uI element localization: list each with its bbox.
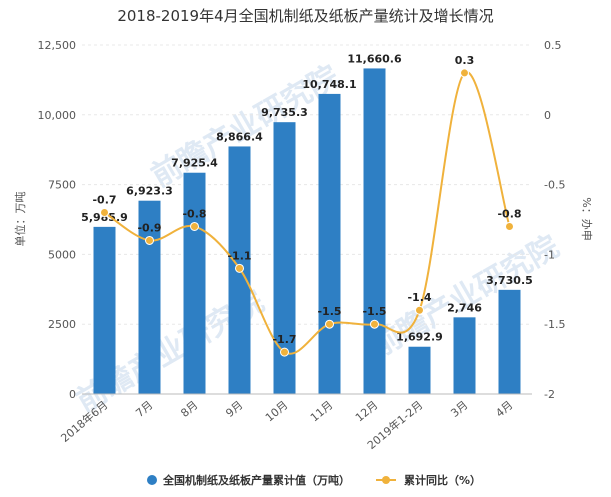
line-point[interactable] xyxy=(100,208,109,218)
line-point[interactable] xyxy=(415,305,424,315)
legend-bar-label: 全国机制纸及纸板产量累计值（万吨） xyxy=(162,473,350,487)
y-right-tick-label: -2 xyxy=(544,388,555,401)
x-tick-label: 10月 xyxy=(263,398,291,424)
line-point[interactable] xyxy=(370,319,379,329)
line-point[interactable] xyxy=(235,263,244,273)
y-left-tick-label: 12,500 xyxy=(38,39,77,52)
bar[interactable] xyxy=(408,346,431,394)
line-series: -0.7 -0.9 -0.8 -1.1 -1.7 -1.5 -1.5 -1.4 0.3 -0.8 xyxy=(92,54,522,357)
bar-value-label: 6,923.3 xyxy=(126,185,173,198)
bar[interactable] xyxy=(363,68,386,395)
line-value-label: 0.3 xyxy=(455,54,475,67)
x-tick-label: 12月 xyxy=(353,398,381,424)
line-point[interactable] xyxy=(280,347,289,357)
bar-value-label: 1,692.9 xyxy=(396,331,443,344)
bar-value-label: 7,925.4 xyxy=(171,157,218,170)
x-tick-label: 4月 xyxy=(493,398,515,420)
legend[interactable]: 全国机制纸及纸板产量累计值（万吨） 累计同比（%） xyxy=(147,473,481,487)
y-left-tick-label: 5000 xyxy=(48,248,76,261)
line-value-label: -1.5 xyxy=(362,305,386,318)
line-point[interactable] xyxy=(145,235,154,245)
y-axis-right-label: %：办申 xyxy=(580,197,593,240)
y-right-tick-label: -1.5 xyxy=(544,318,565,331)
bar-value-label: 9,735.3 xyxy=(261,106,308,119)
x-tick-label: 3月 xyxy=(448,398,470,420)
y-right-tick-label: -0.5 xyxy=(544,179,565,192)
bar[interactable] xyxy=(93,226,116,394)
x-tick-label: 7月 xyxy=(133,398,155,420)
legend-line-label: 累计同比（%） xyxy=(404,473,481,487)
legend-bar-marker xyxy=(147,475,157,485)
bar[interactable] xyxy=(273,122,296,394)
bar[interactable] xyxy=(138,200,161,394)
y-right-tick-label: -1 xyxy=(544,248,555,261)
chart-title: 2018-2019年4月全国机制纸及纸板产量统计及增长情况 xyxy=(117,7,493,25)
bar-value-label: 11,660.6 xyxy=(347,52,402,65)
y-left-tick-label: 2500 xyxy=(48,318,76,331)
y-left-tick-label: 10,000 xyxy=(38,109,77,122)
y-left-tick-label: 7500 xyxy=(48,179,76,192)
bar[interactable] xyxy=(183,172,206,394)
x-tick-label: 9月 xyxy=(223,398,245,420)
line-point[interactable] xyxy=(190,221,199,231)
legend-line-dot xyxy=(382,476,390,484)
line-value-label: -0.8 xyxy=(497,207,521,220)
line-value-label: -1.5 xyxy=(317,305,341,318)
y-right-tick-label: 0 xyxy=(544,109,551,122)
x-tick-label: 8月 xyxy=(178,398,200,420)
line-point[interactable] xyxy=(325,319,334,329)
line-point[interactable] xyxy=(460,68,469,78)
line-value-label: -0.8 xyxy=(182,207,206,220)
bar[interactable] xyxy=(318,93,341,394)
bar-series: 5,985.96,923.37,925.48,866.49,735.310,74… xyxy=(81,52,533,395)
x-tick-label: 11月 xyxy=(308,398,336,424)
line-value-label: -1.7 xyxy=(272,333,296,346)
bar-value-label: 10,748.1 xyxy=(302,78,356,91)
line-value-label: -0.7 xyxy=(92,194,116,207)
y-axis-left-label: 单位：万吨 xyxy=(13,192,27,247)
line-value-label: -1.4 xyxy=(407,291,431,304)
bar[interactable] xyxy=(498,289,521,394)
bar-value-label: 2,746 xyxy=(447,301,482,314)
y-right-tick-label: 0.5 xyxy=(544,39,562,52)
bar-value-label: 8,866.4 xyxy=(216,130,263,143)
line-value-label: -1.1 xyxy=(227,249,251,262)
line-value-label: -0.9 xyxy=(137,221,161,234)
line-point[interactable] xyxy=(505,221,514,231)
y-left-tick-label: 0 xyxy=(69,388,76,401)
bar-value-label: 3,730.5 xyxy=(486,274,533,287)
bar[interactable] xyxy=(453,317,476,394)
